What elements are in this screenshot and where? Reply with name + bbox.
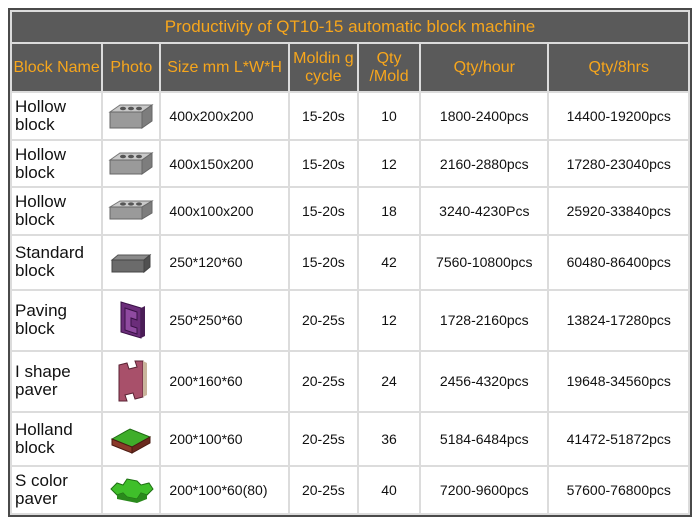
size-cell: 400x200x200 [161, 93, 288, 139]
header-qty-8hrs: Qty/8hrs [549, 44, 688, 92]
block-name-cell: I shape paver [12, 351, 102, 411]
cycle-cell: 15-20s [289, 236, 357, 289]
table-row: Hollow block 400x100x200 15-20s 18 3240-… [12, 188, 688, 235]
block-name-cell: Hollow block [12, 93, 102, 139]
cycle-cell: 20-25s [289, 290, 357, 350]
cycle-cell: 15-20s [289, 140, 357, 187]
qty-hour-cell: 1800-2400pcs [421, 93, 548, 139]
size-cell: 250*250*60 [161, 290, 288, 350]
qty-mold-cell: 12 [358, 140, 420, 187]
block-name-cell: Hollow block [12, 188, 102, 235]
qty-hour-cell: 3240-4230Pcs [421, 188, 548, 235]
photo-cell [103, 93, 160, 139]
size-cell: 200*100*60 [161, 412, 288, 466]
header-qty-mold: Qty /Mold [358, 44, 420, 92]
table-title: Productivity of QT10-15 automatic block … [12, 12, 688, 43]
qty-hour-cell: 1728-2160pcs [421, 290, 548, 350]
table-row: S color paver 200*100*60(80) 20-25s 40 7… [12, 467, 688, 513]
block-name-cell: Standard block [12, 236, 102, 289]
size-cell: 200*100*60(80) [161, 467, 288, 513]
qty-mold-cell: 40 [358, 467, 420, 513]
header-size: Size mm L*W*H [161, 44, 288, 92]
hollow-block-3hole-icon [108, 200, 155, 221]
qty-8hrs-cell: 57600-76800pcs [549, 467, 688, 513]
header-row: Block Name Photo Size mm L*W*H Moldin g … [12, 44, 688, 92]
qty-hour-cell: 2456-4320pcs [421, 351, 548, 411]
size-cell: 400x150x200 [161, 140, 288, 187]
size-cell: 250*120*60 [161, 236, 288, 289]
photo-cell [103, 412, 160, 466]
qty-mold-cell: 12 [358, 290, 420, 350]
productivity-table-frame: Productivity of QT10-15 automatic block … [8, 8, 692, 517]
table-row: Hollow block 400x150x200 15-20s 12 2160-… [12, 140, 688, 187]
qty-mold-cell: 24 [358, 351, 420, 411]
qty-hour-cell: 2160-2880pcs [421, 140, 548, 187]
i-shape-paver-icon [118, 360, 148, 402]
qty-8hrs-cell: 17280-23040pcs [549, 140, 688, 187]
qty-mold-cell: 18 [358, 188, 420, 235]
photo-cell [103, 140, 160, 187]
cycle-cell: 15-20s [289, 188, 357, 235]
block-name-cell: S color paver [12, 467, 102, 513]
table-row: Paving block 250*250*60 20-25s 12 1728-2… [12, 290, 688, 350]
qty-8hrs-cell: 13824-17280pcs [549, 290, 688, 350]
standard-brick-icon [110, 254, 152, 274]
qty-8hrs-cell: 19648-34560pcs [549, 351, 688, 411]
header-photo: Photo [103, 44, 160, 92]
header-qty-hour: Qty/hour [421, 44, 548, 92]
block-name-cell: Hollow block [12, 140, 102, 187]
table-row: Holland block 200*100*60 20-25s 36 5184-… [12, 412, 688, 466]
qty-8hrs-cell: 41472-51872pcs [549, 412, 688, 466]
photo-cell [103, 188, 160, 235]
productivity-table: Productivity of QT10-15 automatic block … [10, 10, 690, 515]
qty-hour-cell: 5184-6484pcs [421, 412, 548, 466]
qty-8hrs-cell: 25920-33840pcs [549, 188, 688, 235]
photo-cell [103, 351, 160, 411]
qty-mold-cell: 10 [358, 93, 420, 139]
cycle-cell: 20-25s [289, 467, 357, 513]
qty-mold-cell: 42 [358, 236, 420, 289]
qty-8hrs-cell: 14400-19200pcs [549, 93, 688, 139]
qty-hour-cell: 7560-10800pcs [421, 236, 548, 289]
table-row: Standard block 250*120*60 15-20s 42 7560… [12, 236, 688, 289]
qty-mold-cell: 36 [358, 412, 420, 466]
photo-cell [103, 467, 160, 513]
cycle-cell: 15-20s [289, 93, 357, 139]
s-color-paver-icon [110, 478, 154, 504]
holland-block-icon [111, 428, 152, 454]
header-molding-cycle: Moldin g cycle [289, 44, 357, 92]
purple-paver-icon [120, 301, 146, 339]
qty-hour-cell: 7200-9600pcs [421, 467, 548, 513]
cycle-cell: 20-25s [289, 412, 357, 466]
block-name-cell: Holland block [12, 412, 102, 466]
hollow-block-3hole-icon [108, 103, 154, 129]
photo-cell [103, 236, 160, 289]
size-cell: 400x100x200 [161, 188, 288, 235]
cycle-cell: 20-25s [289, 351, 357, 411]
size-cell: 200*160*60 [161, 351, 288, 411]
qty-8hrs-cell: 60480-86400pcs [549, 236, 688, 289]
table-row: I shape paver 200*160*60 20-25s 24 2456-… [12, 351, 688, 411]
hollow-block-3hole-icon [108, 151, 154, 175]
block-name-cell: Paving block [12, 290, 102, 350]
header-block-name: Block Name [12, 44, 102, 92]
table-row: Hollow block 400x200x200 15-20s 10 1800-… [12, 93, 688, 139]
photo-cell [103, 290, 160, 350]
